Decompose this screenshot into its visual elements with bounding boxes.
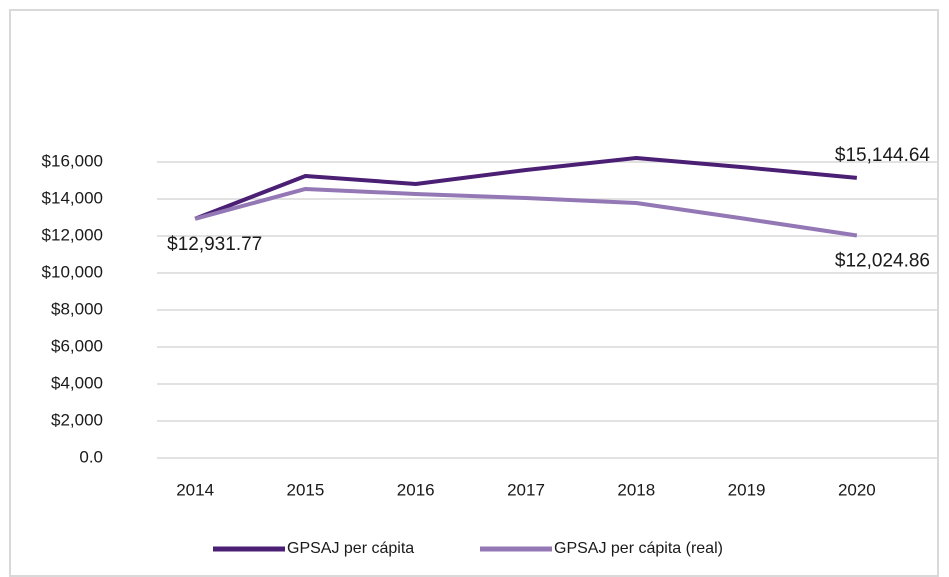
x-tick-label: 2014 — [176, 480, 214, 499]
x-tick-label: 2017 — [507, 480, 545, 499]
y-tick-label: $2,000 — [51, 410, 103, 429]
y-tick-label: $8,000 — [51, 299, 103, 318]
y-tick-label: $6,000 — [51, 336, 103, 355]
y-tick-label: $14,000 — [42, 188, 103, 207]
chart-frame — [9, 9, 939, 577]
legend-label: GPSAJ per cápita — [287, 540, 414, 557]
data-label: $15,144.64 — [835, 145, 931, 166]
y-tick-label: 0.0 — [79, 447, 103, 466]
y-tick-label: $10,000 — [42, 262, 103, 281]
series-line — [194, 156, 858, 221]
y-tick-label: $4,000 — [51, 373, 103, 392]
data-label: $12,024.86 — [835, 251, 930, 272]
y-tick-label: $12,000 — [42, 225, 103, 244]
legend-label: GPSAJ per cápita (real) — [554, 540, 723, 557]
data-label: $12,931.77 — [167, 234, 262, 255]
x-tick-label: 2020 — [838, 480, 876, 499]
y-tick-label: $16,000 — [42, 151, 103, 170]
series-line — [194, 186, 858, 238]
x-tick-label: 2019 — [728, 480, 766, 499]
x-tick-label: 2015 — [287, 480, 325, 499]
x-tick-label: 2018 — [617, 480, 655, 499]
x-tick-label: 2016 — [397, 480, 435, 499]
